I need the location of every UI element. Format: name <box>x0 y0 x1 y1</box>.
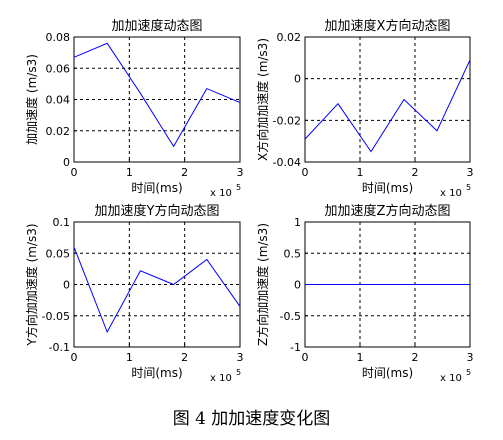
x-multiplier-exponent: 5 <box>466 183 471 192</box>
x-multiplier-exponent: 5 <box>236 368 241 377</box>
y-tick-label: 0.02 <box>46 125 71 138</box>
x-multiplier-exponent: 5 <box>466 368 471 377</box>
x-axis-label: 时间(ms) <box>362 366 413 380</box>
y-tick-label: -0.02 <box>273 114 301 127</box>
series-line <box>304 59 471 153</box>
y-tick-label: 0 <box>294 73 301 86</box>
y-axis-label: Y方向加加速度 (m/s3) <box>24 223 39 346</box>
y-tick-label: 0.08 <box>46 31 71 44</box>
x-axis-label: 时间(ms) <box>131 366 182 380</box>
x-tick-label: 0 <box>302 351 309 364</box>
y-axis-label: X方向加加速度 (m/s3) <box>255 38 270 161</box>
x-tick-label: 0 <box>71 166 78 179</box>
y-tick-label: 0.1 <box>53 216 71 229</box>
x-tick-label: 2 <box>181 351 188 364</box>
y-tick-label: 0 <box>294 279 301 292</box>
y-tick-label: -0.05 <box>42 310 70 323</box>
series-line <box>73 246 241 334</box>
x-tick-label: 2 <box>181 166 188 179</box>
x-tick-label: 3 <box>237 166 244 179</box>
axes-box <box>73 221 241 348</box>
x-tick-label: 1 <box>126 166 133 179</box>
x-tick-label: 1 <box>357 166 364 179</box>
axes-box <box>73 36 241 163</box>
y-axis-label: Z方向加加速度 (m/s3) <box>255 223 270 346</box>
y-axis-label: 加加速度 (m/s3) <box>24 54 39 145</box>
x-multiplier: x 10 <box>210 373 232 384</box>
chart-title: 加加速度X方向动态图 <box>325 18 451 34</box>
chart-title: 加加速度动态图 <box>111 18 202 34</box>
x-multiplier-exponent: 5 <box>236 183 241 192</box>
y-tick-label: -0.1 <box>49 341 70 354</box>
x-tick-label: 3 <box>467 166 474 179</box>
y-tick-label: 0.04 <box>46 94 71 107</box>
y-tick-label: 0 <box>63 156 70 169</box>
x-tick-label: 0 <box>302 166 309 179</box>
y-tick-label: -1 <box>290 341 301 354</box>
x-tick-label: 1 <box>126 351 133 364</box>
y-tick-label: 0.05 <box>46 247 71 260</box>
figure-caption: 图 4 加加速度变化图 <box>172 409 331 429</box>
y-tick-label: 0.02 <box>277 31 302 44</box>
x-multiplier: x 10 <box>440 188 462 199</box>
y-tick-label: 0.5 <box>284 247 302 260</box>
y-tick-label: 1 <box>294 216 301 229</box>
x-axis-label: 时间(ms) <box>362 181 413 195</box>
x-tick-label: 3 <box>237 351 244 364</box>
x-tick-label: 2 <box>412 351 419 364</box>
x-multiplier: x 10 <box>210 188 232 199</box>
y-tick-label: -0.04 <box>273 156 301 169</box>
chart-title: 加加速度Z方向动态图 <box>325 203 451 219</box>
y-tick-label: 0.06 <box>46 62 71 75</box>
x-tick-label: 2 <box>412 166 419 179</box>
x-multiplier: x 10 <box>440 373 462 384</box>
y-tick-label: -0.5 <box>280 310 301 323</box>
x-tick-label: 0 <box>71 351 78 364</box>
x-axis-label: 时间(ms) <box>131 181 182 195</box>
axes-box <box>304 36 471 163</box>
y-tick-label: 0 <box>63 279 70 292</box>
series-line <box>73 42 241 148</box>
x-tick-label: 1 <box>357 351 364 364</box>
chart-title: 加加速度Y方向动态图 <box>95 203 220 219</box>
x-tick-label: 3 <box>467 351 474 364</box>
